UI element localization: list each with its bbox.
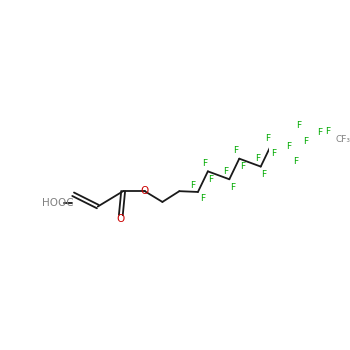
Text: F: F [303,136,308,146]
Text: F: F [261,170,266,179]
Text: O: O [117,214,125,224]
Text: CF₃: CF₃ [336,135,350,144]
Text: F: F [209,175,214,184]
Text: O: O [141,186,149,196]
Text: F: F [271,149,276,158]
Text: F: F [325,127,330,136]
Text: F: F [265,134,270,142]
Text: F: F [296,121,301,130]
Text: F: F [233,146,239,155]
Text: F: F [286,141,292,150]
Text: HOOC: HOOC [42,198,74,209]
Text: F: F [240,162,245,171]
Text: F: F [200,194,205,203]
Text: F: F [317,128,322,137]
Text: F: F [230,183,235,191]
Text: F: F [224,167,229,176]
Text: F: F [255,154,260,163]
Text: F: F [190,181,196,189]
Text: F: F [293,157,298,166]
Text: F: F [202,159,207,168]
